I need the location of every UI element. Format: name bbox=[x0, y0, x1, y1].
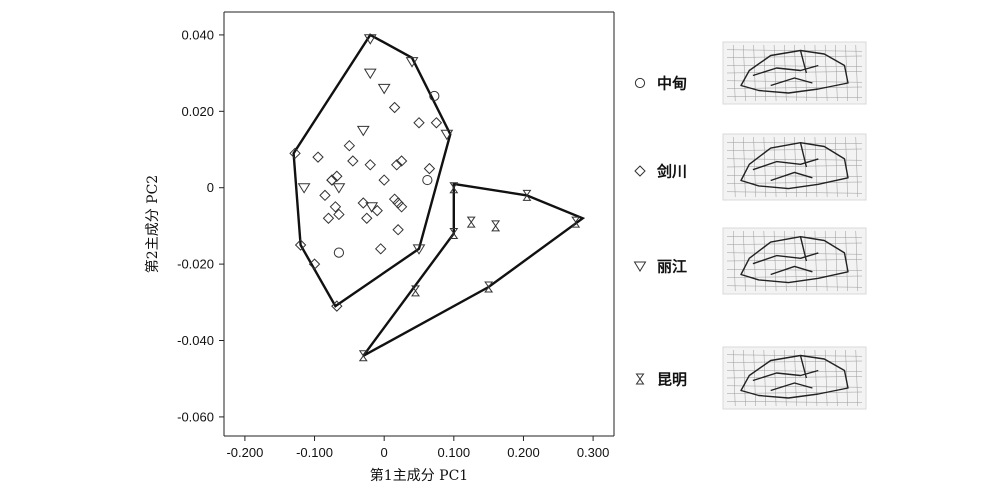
point-hourglass-1 bbox=[522, 189, 532, 201]
skull-thumbnails bbox=[722, 41, 867, 410]
x-tick-label: 0 bbox=[381, 445, 388, 460]
point-diamond-20 bbox=[391, 159, 403, 171]
point-hourglass-3 bbox=[466, 216, 476, 228]
point-diamond-22 bbox=[395, 201, 408, 213]
point-hourglass-4 bbox=[491, 220, 501, 232]
x-tick-label: -0.200 bbox=[226, 445, 263, 460]
skull-landmark-lines bbox=[752, 236, 819, 276]
point-diamond-4 bbox=[312, 151, 324, 163]
point-hourglass-0 bbox=[449, 182, 459, 194]
skull-outline bbox=[740, 142, 849, 190]
point-diamond-11 bbox=[343, 139, 356, 152]
axes: -0.200 -0.100 0 0.100 0.200 0.300 0.040 0.020 0 -… bbox=[144, 11, 615, 484]
point-triangle-down-3 bbox=[377, 83, 391, 95]
point-circle-2 bbox=[333, 247, 345, 258]
y-tick-label: 0 bbox=[207, 180, 214, 195]
point-hourglass-7 bbox=[484, 281, 494, 293]
legend-marker-hourglass bbox=[635, 373, 645, 385]
y-tick-label: 0.040 bbox=[181, 27, 214, 42]
point-triangle-down-9 bbox=[412, 244, 426, 255]
point-diamond-27 bbox=[430, 117, 443, 129]
point-diamond-1 bbox=[294, 239, 307, 251]
plot-area bbox=[289, 33, 586, 362]
point-circle-1 bbox=[422, 174, 433, 186]
point-diamond-26 bbox=[413, 117, 425, 129]
point-diamond-21 bbox=[392, 197, 404, 209]
point-diamond-19 bbox=[388, 193, 401, 205]
legend-label: 丽江 bbox=[657, 258, 687, 276]
point-diamond-23 bbox=[395, 155, 408, 167]
skull-shape-jianchuan bbox=[722, 133, 867, 201]
y-tick-label: -0.020 bbox=[177, 257, 214, 272]
point-diamond-14 bbox=[364, 159, 376, 171]
x-axis-title: 第1主成分 PC1 bbox=[370, 467, 468, 484]
point-triangle-down-4 bbox=[356, 125, 370, 137]
point-diamond-12 bbox=[347, 155, 359, 167]
point-hourglass-2 bbox=[571, 216, 581, 228]
skull-landmark-lines bbox=[752, 355, 819, 392]
point-triangle-down-7 bbox=[332, 183, 346, 194]
x-tick-label: 0.200 bbox=[507, 445, 540, 460]
legend-marker-circle bbox=[634, 77, 646, 89]
point-diamond-3 bbox=[331, 300, 343, 312]
point-diamond-0 bbox=[289, 147, 301, 160]
point-diamond-24 bbox=[392, 224, 404, 236]
point-triangle-down-5 bbox=[440, 129, 454, 141]
point-triangle-down-1 bbox=[405, 57, 419, 68]
x-tick-label: 0.300 bbox=[577, 445, 610, 460]
point-diamond-25 bbox=[388, 101, 401, 114]
point-triangle-down-2 bbox=[363, 68, 377, 80]
point-triangle-down-6 bbox=[297, 183, 311, 194]
point-diamond-18 bbox=[374, 243, 387, 255]
y-tick-label: -0.040 bbox=[177, 333, 214, 348]
hull-left-group bbox=[292, 33, 452, 308]
y-tick-label: 0.020 bbox=[181, 104, 214, 119]
legend-marker-diamond bbox=[634, 165, 646, 177]
skull-outline bbox=[740, 354, 849, 399]
deformation-grid bbox=[726, 136, 863, 198]
point-triangle-down-8 bbox=[365, 202, 379, 213]
y-axis-title: 第2主成分 PC2 bbox=[144, 175, 161, 273]
x-tick-label: 0.100 bbox=[438, 445, 471, 460]
legend-marker-triangle-down bbox=[633, 261, 647, 272]
skull-shape-zhongdian bbox=[722, 41, 867, 105]
y-tick-label: -0.060 bbox=[177, 409, 214, 424]
x-tick-label: -0.100 bbox=[296, 445, 333, 460]
legend-label: 中甸 bbox=[657, 75, 687, 93]
point-diamond-7 bbox=[329, 201, 342, 213]
skull-outline bbox=[740, 236, 849, 284]
point-diamond-16 bbox=[371, 204, 383, 217]
deformation-grid bbox=[726, 44, 863, 102]
point-diamond-10 bbox=[333, 208, 345, 221]
point-diamond-13 bbox=[357, 197, 369, 209]
point-circle-0 bbox=[429, 90, 440, 102]
point-diamond-8 bbox=[319, 189, 331, 202]
skull-shape-lijiang bbox=[722, 227, 867, 295]
point-diamond-29 bbox=[326, 174, 338, 186]
deformation-grid bbox=[726, 230, 863, 292]
skull-landmark-lines bbox=[752, 50, 819, 87]
point-diamond-17 bbox=[378, 174, 390, 186]
point-diamond-6 bbox=[331, 170, 343, 182]
point-hourglass-6 bbox=[411, 285, 420, 297]
point-diamond-28 bbox=[423, 162, 436, 175]
point-hourglass-5 bbox=[449, 228, 459, 240]
legend-label: 剑川 bbox=[656, 163, 687, 181]
skull-landmark-lines bbox=[752, 142, 819, 182]
point-triangle-down-0 bbox=[363, 34, 377, 45]
point-diamond-2 bbox=[308, 258, 321, 270]
point-diamond-9 bbox=[322, 212, 335, 224]
deformation-grid bbox=[726, 349, 863, 407]
legend-label: 昆明 bbox=[657, 371, 687, 389]
point-diamond-15 bbox=[361, 212, 373, 224]
point-hourglass-8 bbox=[358, 350, 368, 362]
skull-shape-kunming bbox=[722, 346, 867, 410]
hull-kunming bbox=[362, 182, 586, 357]
skull-outline bbox=[740, 49, 849, 94]
